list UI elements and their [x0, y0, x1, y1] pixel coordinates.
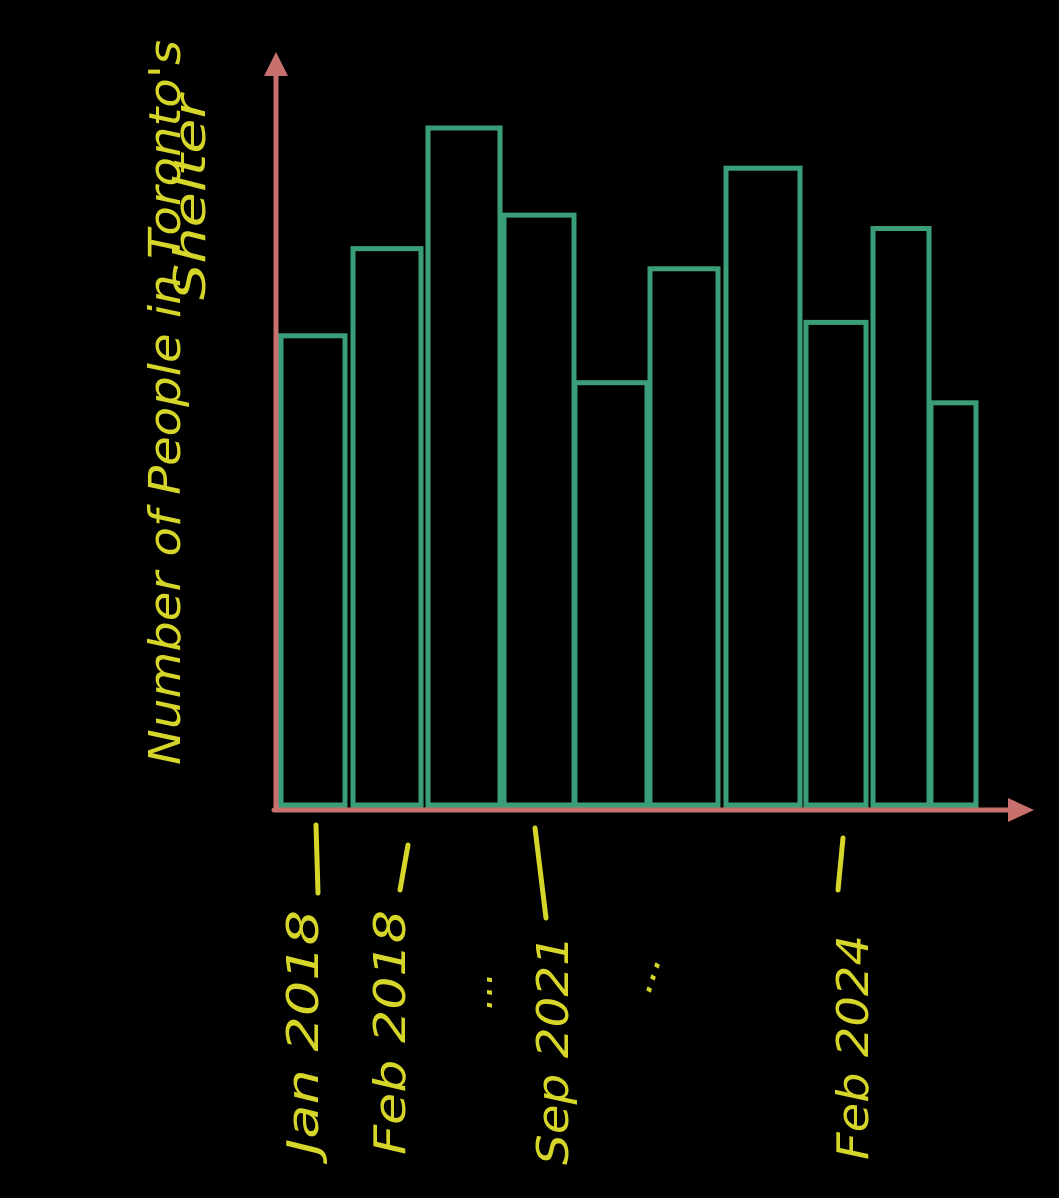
x-ticks-group	[316, 825, 843, 918]
y-axis-label-line2: Shelter	[165, 91, 216, 300]
bar-10	[931, 403, 976, 805]
bar-7	[726, 168, 800, 805]
bar-2	[353, 249, 421, 805]
x-tick-label-jan-2018: Jan 2018	[278, 910, 329, 1165]
x-tick-feb-2018	[400, 845, 408, 890]
x-tick-label-feb-2018: Feb 2018	[365, 910, 416, 1155]
bar-5	[575, 383, 647, 805]
x-ellipsis-1: ...	[456, 972, 502, 1010]
x-tick-feb-2024	[838, 838, 843, 890]
bar-9	[873, 229, 929, 805]
x-tick-jan-2018	[316, 825, 318, 893]
bar-1	[281, 336, 345, 805]
x-ellipsis-2: ...	[616, 948, 672, 999]
x-tick-label-sep-2021: Sep 2021	[528, 935, 579, 1165]
bar-6	[650, 269, 718, 805]
x-axis-arrow	[1008, 798, 1034, 822]
x-tick-sep-2021	[535, 828, 546, 918]
y-axis-arrow	[264, 52, 288, 76]
bar-8	[806, 322, 866, 805]
bar-3	[428, 128, 500, 805]
bars-group	[281, 128, 976, 805]
x-tick-label-feb-2024: Feb 2024	[828, 935, 879, 1160]
bar-4	[504, 215, 574, 805]
